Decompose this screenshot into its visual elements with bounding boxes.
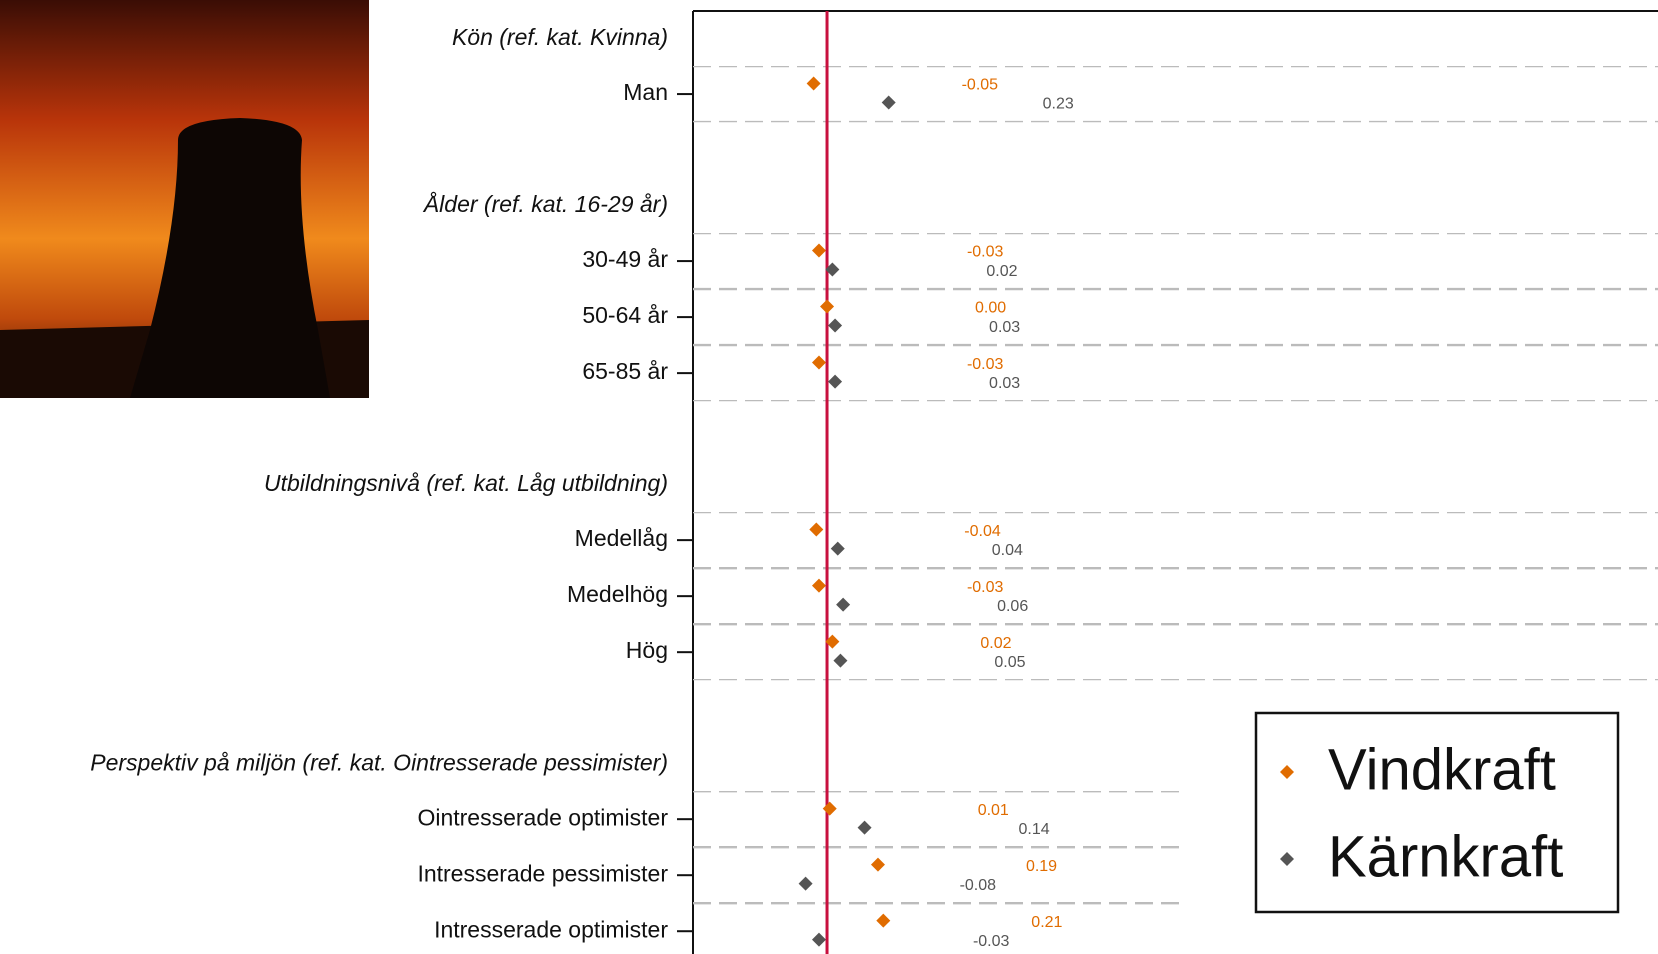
value-label: 0.00 [975, 300, 1006, 317]
point [833, 653, 848, 668]
y-tick-label: 30-49 år [582, 246, 668, 272]
point [857, 820, 872, 835]
value-label: 0.02 [986, 263, 1017, 280]
value-label: -0.05 [962, 77, 999, 94]
point [811, 578, 826, 593]
y-tick-label: Man [623, 79, 668, 105]
value-label: 0.03 [989, 319, 1020, 336]
value-label: 0.04 [992, 542, 1023, 559]
point [876, 913, 891, 928]
legend-label: Kärnkraft [1328, 824, 1563, 889]
y-tick-label: Medellåg [575, 525, 668, 551]
point [811, 932, 826, 947]
legend-box [1254, 711, 1620, 914]
point [870, 857, 885, 872]
point [822, 801, 837, 816]
value-label: -0.03 [967, 356, 1004, 373]
group-heading: Perspektiv på miljön (ref. kat. Ointress… [90, 749, 668, 775]
legend-marker [1280, 765, 1294, 779]
value-label: 0.19 [1026, 858, 1057, 875]
point [809, 522, 824, 537]
value-label: -0.03 [973, 933, 1010, 950]
y-tick-label: Ointresserade optimister [417, 804, 668, 830]
point [811, 355, 826, 370]
value-label: -0.03 [967, 244, 1004, 261]
value-label: -0.04 [964, 523, 1001, 540]
value-label: 0.05 [994, 654, 1025, 671]
point [825, 634, 840, 649]
point [881, 95, 896, 110]
value-label: 0.01 [978, 802, 1009, 819]
value-label: 0.23 [1043, 96, 1074, 113]
y-tick-label: Intresserade pessimister [417, 860, 668, 886]
point [836, 597, 851, 612]
point [806, 76, 821, 91]
legend-label: Vindkraft [1328, 737, 1556, 802]
legend-marker [1280, 852, 1294, 866]
y-tick-label: Intresserade optimister [434, 916, 668, 942]
point [828, 318, 843, 333]
y-tick-label: 65-85 år [582, 358, 668, 384]
point [825, 262, 840, 277]
point [811, 243, 826, 258]
value-label: 0.14 [1019, 821, 1050, 838]
y-tick-label: 50-64 år [582, 302, 668, 328]
value-label: 0.03 [989, 375, 1020, 392]
point [798, 876, 813, 891]
value-label: 0.21 [1031, 914, 1062, 931]
value-label: 0.02 [980, 635, 1011, 652]
group-heading: Ålder (ref. kat. 16-29 år) [422, 190, 668, 217]
group-heading: Utbildningsnivå (ref. kat. Låg utbildnin… [264, 470, 668, 496]
point [830, 541, 845, 556]
legend: Vindkraft Kärnkraft [1180, 700, 1658, 930]
y-tick-label: Hög [626, 637, 668, 663]
point [820, 299, 835, 314]
value-label: -0.03 [967, 579, 1004, 596]
group-heading: Kön (ref. kat. Kvinna) [452, 24, 668, 50]
value-label: -0.08 [960, 877, 997, 894]
y-tick-label: Medelhög [567, 581, 668, 607]
point [828, 374, 843, 389]
value-label: 0.06 [997, 598, 1028, 615]
photo [0, 0, 369, 398]
